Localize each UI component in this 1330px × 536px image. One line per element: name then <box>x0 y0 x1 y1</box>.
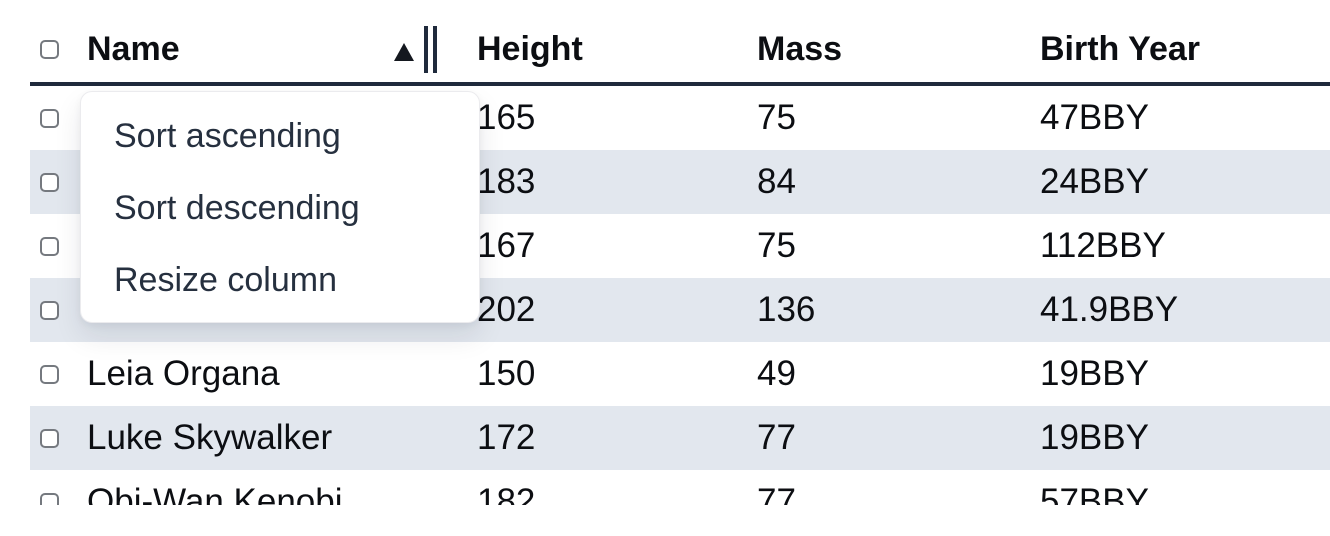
cell-birth-year: 19BBY <box>1040 354 1149 393</box>
column-header-mass[interactable]: Mass <box>757 16 1040 82</box>
cell-name: Luke Skywalker <box>87 418 333 457</box>
row-checkbox[interactable] <box>40 108 59 128</box>
row-checkbox[interactable] <box>40 236 59 256</box>
column-header-birth-year[interactable]: Birth Year <box>1040 16 1330 82</box>
cell-name: Obi-Wan Kenobi <box>87 482 343 505</box>
menu-item-label: Sort descending <box>114 188 360 227</box>
menu-item-sort-descending[interactable]: Sort descending <box>81 172 479 244</box>
cell-height: 165 <box>477 98 536 137</box>
table-row: Obi-Wan Kenobi 182 77 57BBY <box>30 470 1330 505</box>
column-header-birth-year-label: Birth Year <box>1040 29 1201 68</box>
table-row: 167 75 112BBY <box>30 214 1330 278</box>
cell-birth-year: 57BBY <box>1040 482 1149 505</box>
cell-mass: 77 <box>757 482 796 505</box>
column-header-name[interactable]: Name <box>78 16 477 82</box>
row-checkbox[interactable] <box>40 364 59 384</box>
menu-item-label: Sort ascending <box>114 116 341 155</box>
cell-birth-year: 47BBY <box>1040 98 1149 137</box>
column-header-mass-label: Mass <box>757 29 843 68</box>
cell-mass: 49 <box>757 354 796 393</box>
column-header-height[interactable]: Height <box>477 16 757 82</box>
cell-mass: 75 <box>757 226 796 265</box>
header-cell-select-all <box>30 16 78 82</box>
cell-height: 202 <box>477 290 536 329</box>
menu-item-resize-column[interactable]: Resize column <box>81 244 479 316</box>
cell-birth-year: 41.9BBY <box>1040 290 1179 329</box>
cell-height: 150 <box>477 354 536 393</box>
cell-height: 167 <box>477 226 536 265</box>
row-checkbox[interactable] <box>40 492 59 505</box>
table-row: Leia Organa 150 49 19BBY <box>30 342 1330 406</box>
cell-mass: 136 <box>757 290 816 329</box>
row-checkbox[interactable] <box>40 428 59 448</box>
row-checkbox[interactable] <box>40 172 59 192</box>
column-header-height-label: Height <box>477 29 583 68</box>
select-all-checkbox[interactable] <box>40 39 59 59</box>
cell-mass: 75 <box>757 98 796 137</box>
table-row: 165 75 47BBY <box>30 86 1330 150</box>
cell-mass: 77 <box>757 418 796 457</box>
cell-name: Leia Organa <box>87 354 280 393</box>
cell-birth-year: 19BBY <box>1040 418 1149 457</box>
cell-birth-year: 112BBY <box>1040 226 1166 265</box>
menu-item-label: Resize column <box>114 260 337 299</box>
cell-height: 172 <box>477 418 536 457</box>
cell-height: 183 <box>477 162 536 201</box>
table-row: Luke Skywalker 172 77 19BBY <box>30 406 1330 470</box>
cell-height: 182 <box>477 482 536 505</box>
row-checkbox[interactable] <box>40 300 59 320</box>
cell-birth-year: 24BBY <box>1040 162 1149 201</box>
cell-mass: 84 <box>757 162 796 201</box>
column-context-menu: Sort ascending Sort descending Resize co… <box>80 91 480 323</box>
column-resize-handle-icon[interactable] <box>424 26 437 73</box>
column-header-name-label: Name <box>87 29 180 68</box>
sort-ascending-triangle-icon[interactable] <box>394 43 414 61</box>
table-header-row: Name Height Mass Birth Year <box>30 0 1330 86</box>
menu-item-sort-ascending[interactable]: Sort ascending <box>81 100 479 172</box>
